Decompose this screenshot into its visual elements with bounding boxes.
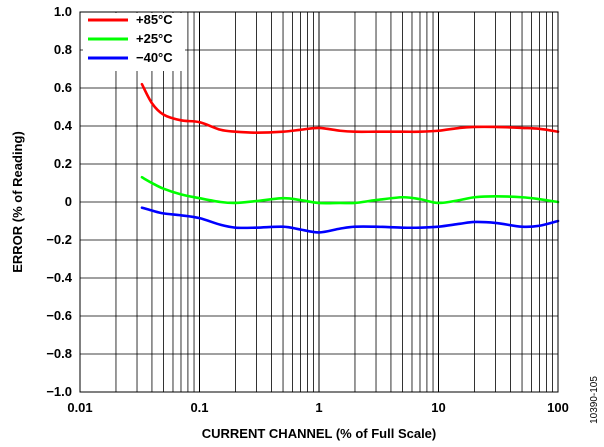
legend-label: +25°C [136, 31, 173, 46]
x-tick-label: 10 [431, 400, 445, 415]
y-tick-label: −0.8 [46, 346, 72, 361]
y-tick-label: 0.8 [54, 42, 72, 57]
legend: +85°C +25°C −40°C [83, 12, 185, 71]
y-tick-labels: 1.0 0.8 0.6 0.4 0.2 0 −0.2 −0.4 −0.6 −0.8 −1.0 [46, 4, 72, 399]
y-tick-label: 0.4 [54, 118, 73, 133]
y-tick-label: 0.6 [54, 80, 72, 95]
x-tick-label: 0.1 [190, 400, 208, 415]
x-tick-label: 100 [547, 400, 569, 415]
legend-background [83, 13, 185, 71]
y-axis-title: ERROR (% of Reading) [10, 131, 25, 273]
plot-frame [79, 11, 559, 393]
y-tick-label: −0.6 [46, 308, 72, 323]
x-axis-title: CURRENT CHANNEL (% of Full Scale) [202, 426, 437, 441]
y-tick-label: −0.2 [46, 232, 72, 247]
x-tick-label: 0.01 [67, 400, 92, 415]
legend-label: +85°C [136, 12, 173, 27]
y-tick-label: 0.2 [54, 156, 72, 171]
data-series [140, 82, 560, 234]
y-tick-label: −0.4 [46, 270, 72, 285]
grid [79, 11, 558, 393]
y-tick-label: 1.0 [54, 4, 72, 19]
x-tick-labels: 0.01 0.1 1 10 100 [67, 400, 569, 415]
y-tick-label: −1.0 [46, 384, 72, 399]
series-line-2 [140, 206, 560, 234]
series-line-0 [140, 82, 560, 134]
figure-id: 10390-105 [589, 376, 600, 424]
series-line-1 [140, 176, 560, 205]
x-tick-label: 1 [315, 400, 322, 415]
legend-label: −40°C [136, 50, 173, 65]
y-tick-label: 0 [65, 194, 72, 209]
